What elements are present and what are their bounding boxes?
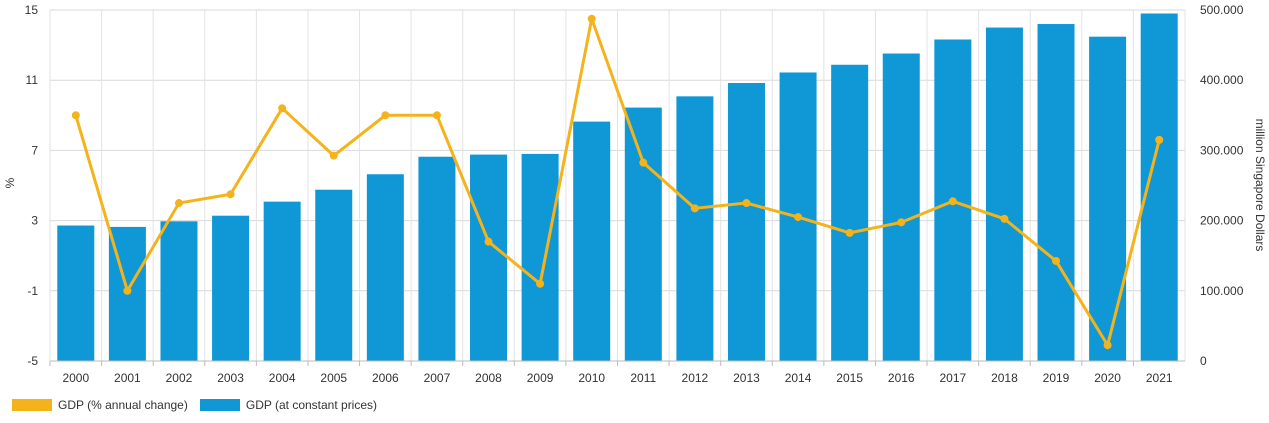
bar-series-gdp-constant-prices — [57, 13, 1178, 362]
axes: 15 500.000 11 400.000 7 300.000 3 200.000 -1 100.… — [25, 3, 1244, 385]
line-point[interactable] — [1000, 214, 1009, 223]
line-point[interactable] — [948, 197, 957, 206]
y-left-tick-label: 7 — [31, 143, 38, 157]
bar[interactable] — [573, 121, 611, 361]
bar[interactable] — [1089, 36, 1127, 362]
bar[interactable] — [57, 225, 95, 361]
legend-swatch-constant-prices — [199, 399, 240, 411]
x-tick-label: 2011 — [630, 371, 656, 385]
y-right-tick-label: 500.000 — [1200, 3, 1244, 17]
x-tick-label: 2003 — [217, 371, 244, 385]
legend-swatch-annual-change — [12, 399, 52, 411]
bar[interactable] — [985, 27, 1023, 362]
line-point[interactable] — [278, 104, 287, 113]
y-right-tick-label: 400.000 — [1200, 73, 1244, 87]
bar[interactable] — [263, 201, 301, 361]
line-point[interactable] — [1155, 135, 1164, 144]
line-point[interactable] — [1052, 256, 1061, 265]
line-point[interactable] — [123, 286, 132, 295]
bar[interactable] — [624, 107, 662, 361]
y-right-tick-label: 0 — [1200, 354, 1207, 368]
bar[interactable] — [212, 215, 250, 361]
line-point[interactable] — [381, 111, 390, 120]
line-point[interactable] — [794, 213, 803, 222]
x-tick-label: 2004 — [269, 371, 296, 385]
bar[interactable] — [521, 153, 559, 361]
bar[interactable] — [1037, 24, 1075, 361]
legend-label-annual-change: GDP (% annual change) — [58, 398, 188, 412]
x-tick-label: 2016 — [888, 371, 915, 385]
y-right-tick-label: 200.000 — [1200, 214, 1244, 228]
x-tick-label: 2014 — [785, 371, 812, 385]
line-point[interactable] — [329, 151, 338, 160]
line-point[interactable] — [742, 199, 751, 208]
legend: GDP (% annual change) GDP (at constant p… — [12, 398, 389, 412]
y-left-tick-label: 15 — [25, 3, 39, 17]
x-tick-label: 2020 — [1094, 371, 1121, 385]
bar[interactable] — [470, 154, 508, 361]
bar[interactable] — [882, 53, 920, 362]
x-tick-label: 2009 — [527, 371, 554, 385]
x-tick-label: 2007 — [424, 371, 451, 385]
legend-item-annual-change[interactable]: GDP (% annual change) — [12, 398, 188, 412]
legend-label-constant-prices: GDP (at constant prices) — [245, 398, 378, 412]
x-tick-label: 2006 — [372, 371, 399, 385]
bar[interactable] — [831, 64, 869, 362]
y-right-tick-label: 300.000 — [1200, 143, 1244, 157]
x-tick-label: 2021 — [1146, 371, 1173, 385]
line-point[interactable] — [690, 204, 699, 213]
line-point[interactable] — [432, 111, 441, 120]
x-tick-label: 2010 — [578, 371, 605, 385]
line-point[interactable] — [536, 279, 545, 288]
x-tick-label: 2018 — [991, 371, 1018, 385]
bar[interactable] — [676, 96, 714, 361]
line-point[interactable] — [71, 111, 80, 120]
x-tick-label: 2017 — [939, 371, 966, 385]
line-point[interactable] — [226, 190, 235, 199]
y-left-tick-label: -5 — [27, 354, 38, 368]
x-tick-label: 2002 — [166, 371, 193, 385]
line-point[interactable] — [1103, 341, 1112, 350]
line-point[interactable] — [174, 199, 183, 208]
legend-item-constant-prices[interactable]: GDP (at constant prices) — [199, 398, 378, 412]
x-tick-label: 2012 — [682, 371, 709, 385]
x-tick-label: 2013 — [733, 371, 760, 385]
y-left-axis-title: % — [3, 177, 17, 188]
x-tick-label: 2015 — [836, 371, 863, 385]
x-tick-label: 2005 — [320, 371, 347, 385]
line-point[interactable] — [639, 158, 648, 167]
x-tick-label: 2001 — [114, 371, 141, 385]
bar[interactable] — [315, 189, 353, 361]
y-right-axis-title: million Singapore Dollars — [1253, 119, 1267, 252]
line-series-gdp-annual-change — [71, 14, 1164, 350]
bar[interactable] — [727, 83, 765, 362]
line-point[interactable] — [845, 228, 854, 237]
bar[interactable] — [366, 174, 404, 361]
y-left-tick-label: 11 — [26, 73, 39, 87]
x-tick-label: 2008 — [475, 371, 502, 385]
bar[interactable] — [160, 221, 198, 361]
y-left-tick-label: -1 — [27, 284, 38, 298]
x-tick-label: 2000 — [62, 371, 89, 385]
line-point[interactable] — [897, 218, 906, 227]
line-path — [74, 17, 1161, 347]
x-tick-label: 2019 — [1043, 371, 1070, 385]
line-point[interactable] — [587, 14, 596, 23]
bar[interactable] — [418, 156, 456, 361]
line-point[interactable] — [484, 237, 493, 246]
y-left-tick-label: 3 — [31, 214, 38, 228]
y-right-tick-label: 100.000 — [1200, 284, 1244, 298]
gdp-chart: 15 500.000 11 400.000 7 300.000 3 200.000 -1 100.… — [3, 3, 1267, 385]
